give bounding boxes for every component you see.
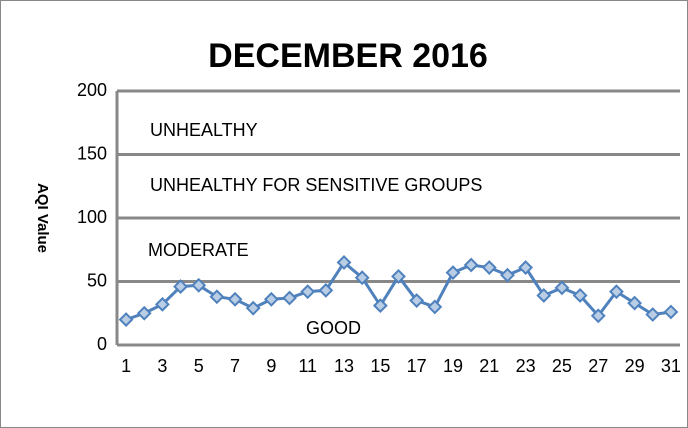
data-point — [409, 293, 425, 308]
data-point — [136, 305, 152, 321]
y-tick-label: 50 — [87, 270, 107, 290]
data-point — [318, 282, 334, 298]
data-point — [227, 291, 243, 307]
annotation: UNHEALTHY FOR SENSITIVE GROUPS — [150, 175, 482, 195]
y-tick-label: 100 — [77, 207, 107, 227]
data-point — [500, 267, 515, 283]
data-point — [263, 291, 279, 307]
data-point — [154, 296, 170, 312]
data-point — [354, 270, 370, 286]
x-tick-label: 23 — [516, 356, 536, 376]
y-tick-label: 0 — [97, 334, 107, 354]
y-tick-label: 200 — [77, 80, 107, 100]
x-tick-label: 21 — [479, 356, 499, 376]
data-point — [372, 298, 388, 314]
x-tick-label: 11 — [298, 356, 317, 376]
data-point — [282, 290, 297, 306]
data-point — [590, 308, 606, 324]
data-point — [391, 269, 406, 284]
data-point — [173, 279, 188, 294]
data-point — [300, 284, 316, 300]
x-tick-label: 7 — [230, 356, 240, 376]
x-tick-label: 19 — [443, 356, 463, 376]
annotation: GOOD — [306, 318, 361, 338]
data-point — [518, 260, 534, 275]
data-point — [427, 299, 443, 315]
data-point — [627, 295, 643, 311]
x-tick-label: 15 — [370, 356, 390, 376]
y-axis-label: AQI Value — [34, 183, 51, 253]
x-tick-label: 1 — [121, 356, 131, 376]
x-tick-label: 27 — [588, 356, 608, 376]
y-tick-label: 150 — [77, 143, 107, 163]
annotation: UNHEALTHY — [150, 120, 258, 140]
x-tick-label: 31 — [661, 356, 681, 376]
data-point — [663, 304, 679, 320]
data-point — [554, 280, 570, 296]
data-point — [445, 265, 461, 281]
x-tick-label: 9 — [266, 356, 276, 376]
chart-title: DECEMBER 2016 — [208, 37, 488, 75]
x-tick-label: 5 — [194, 356, 204, 376]
data-point — [536, 288, 552, 303]
data-point — [609, 284, 624, 300]
data-point — [118, 312, 134, 328]
data-point — [481, 260, 497, 275]
data-point — [209, 289, 225, 305]
data-point — [572, 288, 588, 303]
x-tick-label: 25 — [552, 356, 572, 376]
x-tick-label: 3 — [157, 356, 167, 376]
x-tick-label: 29 — [625, 356, 645, 376]
x-tick-label: 17 — [407, 356, 427, 376]
data-point — [191, 277, 207, 293]
annotation: MODERATE — [148, 240, 249, 260]
data-point — [245, 300, 261, 316]
data-point — [336, 255, 352, 270]
data-point — [463, 257, 479, 273]
x-tick-label: 13 — [334, 356, 354, 376]
data-point — [645, 307, 661, 322]
